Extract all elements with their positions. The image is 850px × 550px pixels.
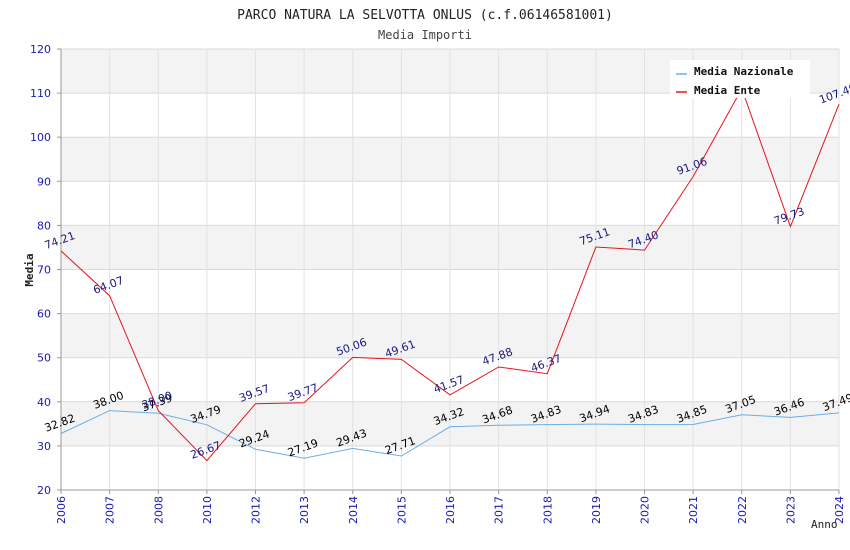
legend-box — [670, 60, 810, 98]
y-tick-label: 30 — [37, 440, 51, 453]
x-tick-label: 2015 — [395, 496, 408, 524]
x-tick-label: 2006 — [55, 496, 68, 524]
x-tick-label: 2017 — [493, 496, 506, 524]
y-axis-ticks: 20 30 40 50 60 70 80 90 100 110 120 — [30, 43, 61, 497]
y-axis-label: Media — [23, 253, 36, 286]
x-tick-label: 2018 — [541, 496, 554, 524]
y-tick-label: 60 — [37, 308, 51, 321]
series-lines — [60, 87, 840, 462]
y-tick-label: 80 — [37, 219, 51, 232]
chart-subtitle: Media Importi — [378, 28, 472, 42]
x-tick-label: 2023 — [784, 496, 797, 524]
y-tick-label: 40 — [37, 396, 51, 409]
y-tick-label: 100 — [30, 131, 51, 144]
legend-label-media-ente: Media Ente — [694, 84, 761, 97]
x-tick-label: 2016 — [444, 496, 457, 524]
y-tick-label: 20 — [37, 484, 51, 497]
x-tick-label: 2013 — [298, 496, 311, 524]
x-axis-label: Anno — [811, 518, 838, 531]
x-tick-label: 2021 — [687, 496, 700, 524]
y-tick-label: 110 — [30, 87, 51, 100]
y-tick-label: 90 — [37, 175, 51, 188]
x-tick-label: 2024 — [833, 496, 846, 524]
series-line-media-ente — [60, 87, 840, 462]
x-tick-label: 2008 — [152, 496, 165, 524]
chart-title: PARCO NATURA LA SELVOTTA ONLUS (c.f.0614… — [237, 8, 613, 23]
x-tick-label: 2022 — [736, 496, 749, 524]
y-tick-label: 50 — [37, 352, 51, 365]
x-tick-label: 2010 — [201, 496, 214, 524]
x-tick-label: 2020 — [639, 496, 652, 524]
x-tick-label: 2014 — [347, 496, 360, 524]
x-axis-ticks: 2006 2007 2008 2010 2012 2013 2014 2015 2016 2017… — [55, 490, 846, 524]
y-tick-label: 70 — [37, 264, 51, 277]
x-tick-label: 2007 — [104, 496, 117, 524]
legend-label-media-nazionale: Media Nazionale — [694, 65, 794, 78]
x-tick-label: 2019 — [590, 496, 603, 524]
y-tick-label: 120 — [30, 43, 51, 56]
x-tick-label: 2012 — [250, 496, 263, 524]
series-line-media-nazionale — [60, 410, 840, 459]
legend: Media Nazionale Media Ente — [670, 60, 810, 98]
